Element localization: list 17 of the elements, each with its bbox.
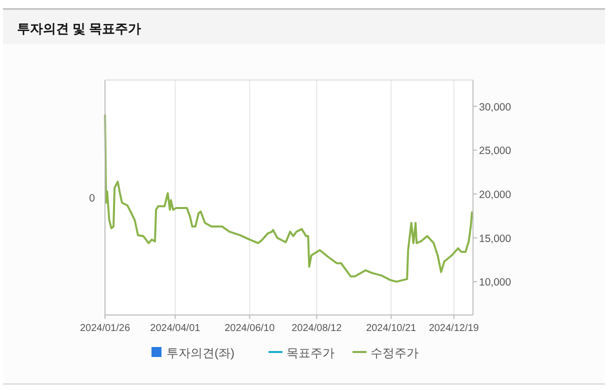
legend-label: 수정주가 — [370, 346, 418, 360]
y-tick-label: 30,000 — [479, 101, 512, 114]
y-tick-label: 10,000 — [479, 276, 512, 289]
line-series — [104, 114, 473, 283]
x-tick-label: 2024/10/21 — [366, 323, 417, 334]
x-tick-label: 2024/06/10 — [224, 323, 276, 334]
y-tick-label: 25,000 — [479, 145, 512, 158]
legend-label: 투자의견(좌) — [166, 346, 234, 360]
text: 0 — [89, 192, 96, 204]
x-tick-label: 2024/12/19 — [428, 323, 480, 334]
title: 투자의견 및 목표주가 — [17, 21, 142, 36]
x-tick-label: 2024/01/26 — [80, 323, 130, 334]
y-tick-label: 20,000 — [479, 188, 512, 201]
x-tick-label: 2024/04/01 — [150, 323, 201, 334]
legend-label: 목표주가 — [286, 346, 334, 360]
y-tick-label: 15,000 — [479, 232, 512, 245]
x-tick-label: 2024/08/12 — [292, 323, 342, 334]
